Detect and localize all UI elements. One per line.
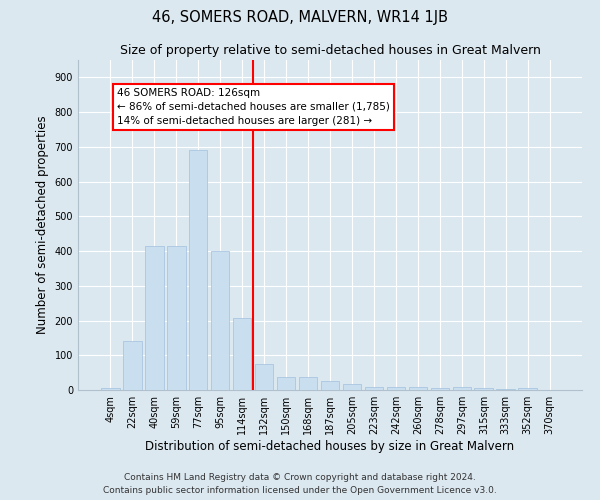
Bar [386, 386, 405, 390]
Y-axis label: Number of semi-detached properties: Number of semi-detached properties [36, 116, 49, 334]
Text: 46, SOMERS ROAD, MALVERN, WR14 1JB: 46, SOMERS ROAD, MALVERN, WR14 1JB [152, 10, 448, 25]
Bar [233, 318, 251, 390]
Bar [518, 388, 537, 390]
Bar [409, 387, 427, 390]
Bar [343, 384, 361, 390]
Bar [475, 388, 493, 390]
Bar [101, 388, 119, 390]
Bar [167, 246, 185, 390]
Bar [299, 377, 317, 390]
Title: Size of property relative to semi-detached houses in Great Malvern: Size of property relative to semi-detach… [119, 44, 541, 58]
Bar [211, 251, 229, 390]
Bar [452, 387, 471, 390]
Bar [189, 150, 208, 390]
Bar [496, 389, 515, 390]
Bar [320, 382, 340, 390]
Text: Contains HM Land Registry data © Crown copyright and database right 2024.
Contai: Contains HM Land Registry data © Crown c… [103, 474, 497, 495]
X-axis label: Distribution of semi-detached houses by size in Great Malvern: Distribution of semi-detached houses by … [145, 440, 515, 453]
Bar [145, 246, 164, 390]
Bar [365, 386, 383, 390]
Bar [431, 388, 449, 390]
Text: 46 SOMERS ROAD: 126sqm
← 86% of semi-detached houses are smaller (1,785)
14% of : 46 SOMERS ROAD: 126sqm ← 86% of semi-det… [117, 88, 390, 126]
Bar [255, 364, 274, 390]
Bar [277, 377, 295, 390]
Bar [123, 342, 142, 390]
